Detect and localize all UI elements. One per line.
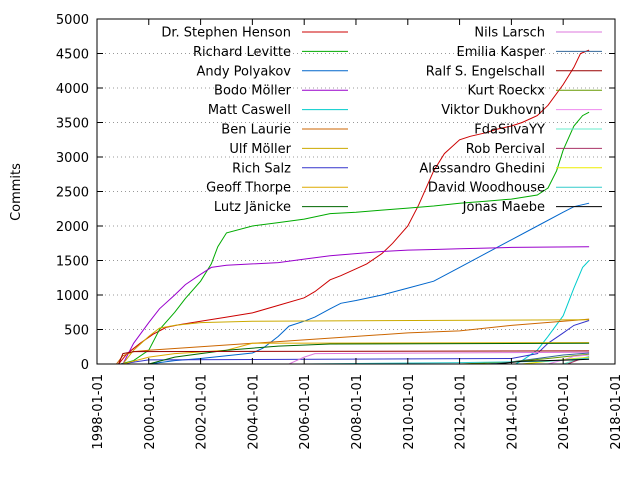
legend-label: Jonas Maebe bbox=[462, 200, 545, 215]
legend-label: Andy Polyakov bbox=[196, 64, 291, 79]
x-tick-label: 2018-01-01 bbox=[609, 374, 624, 450]
series-line bbox=[118, 49, 590, 365]
legend-label: Ulf Möller bbox=[229, 142, 291, 157]
series-line bbox=[120, 320, 590, 365]
series-line bbox=[148, 342, 590, 365]
y-tick-label: 500 bbox=[64, 324, 89, 339]
legend-label: Ben Laurie bbox=[221, 123, 291, 138]
series-line bbox=[496, 358, 590, 365]
x-tick-label: 2000-01-01 bbox=[143, 374, 158, 450]
series-line bbox=[148, 202, 590, 365]
legend-label: Lutz Jänicke bbox=[214, 200, 291, 215]
y-axis-label: Commits bbox=[9, 163, 24, 221]
y-tick-label: 3000 bbox=[56, 151, 89, 166]
axis-ticks: 0 500 1000 1500 2000 2500 3000 3500 4000 4500 5000… bbox=[56, 13, 624, 450]
legend-label: Alessandro Ghedini bbox=[419, 161, 545, 176]
y-tick-label: 1500 bbox=[56, 255, 89, 270]
legend: Dr. Stephen Henson Richard Levitte Andy Po… bbox=[161, 26, 602, 215]
legend-label: Kurt Roeckx bbox=[468, 84, 546, 99]
y-tick-label: 3500 bbox=[56, 117, 89, 132]
x-tick-label: 2016-01-01 bbox=[557, 374, 572, 450]
x-tick-label: 1998-01-01 bbox=[91, 374, 106, 450]
legend-label: FdaSilvaYY bbox=[474, 123, 545, 138]
legend-label: Richard Levitte bbox=[193, 45, 291, 60]
series-line bbox=[515, 260, 590, 365]
y-tick-label: 5000 bbox=[56, 13, 89, 28]
legend-label: Rich Salz bbox=[232, 161, 291, 176]
legend-label: Rob Percival bbox=[466, 142, 545, 157]
y-tick-label: 2500 bbox=[56, 186, 89, 201]
legend-label: Matt Caswell bbox=[208, 103, 291, 118]
y-tick-label: 0 bbox=[81, 358, 89, 373]
series-lines bbox=[116, 49, 590, 365]
legend-label: Ralf S. Engelschall bbox=[426, 64, 545, 79]
series-line bbox=[459, 353, 590, 365]
x-tick-label: 2004-01-01 bbox=[246, 374, 261, 450]
legend-label: Viktor Dukhovni bbox=[441, 103, 545, 118]
series-line bbox=[122, 319, 590, 365]
x-tick-label: 2002-01-01 bbox=[195, 374, 210, 450]
legend-label: Nils Larsch bbox=[474, 26, 545, 41]
legend-label: Geoff Thorpe bbox=[206, 181, 291, 196]
legend-label: Dr. Stephen Henson bbox=[161, 26, 291, 41]
series-line bbox=[122, 246, 590, 365]
legend-label: Emilia Kasper bbox=[457, 45, 546, 60]
series-line bbox=[547, 354, 590, 365]
x-tick-label: 2006-01-01 bbox=[298, 374, 313, 450]
y-tick-label: 4500 bbox=[56, 48, 89, 63]
legend-label: David Woodhouse bbox=[428, 181, 545, 196]
y-tick-label: 4000 bbox=[56, 82, 89, 97]
series-line bbox=[118, 350, 590, 365]
y-tick-label: 2000 bbox=[56, 220, 89, 235]
x-tick-label: 2014-01-01 bbox=[505, 374, 520, 450]
y-tick-label: 1000 bbox=[56, 289, 89, 304]
legend-label: Bodo Möller bbox=[214, 84, 292, 99]
series-line bbox=[120, 111, 590, 365]
x-tick-label: 2012-01-01 bbox=[454, 374, 469, 450]
x-tick-label: 2010-01-01 bbox=[402, 374, 417, 450]
series-line bbox=[288, 351, 590, 365]
x-tick-label: 2008-01-01 bbox=[350, 374, 365, 450]
